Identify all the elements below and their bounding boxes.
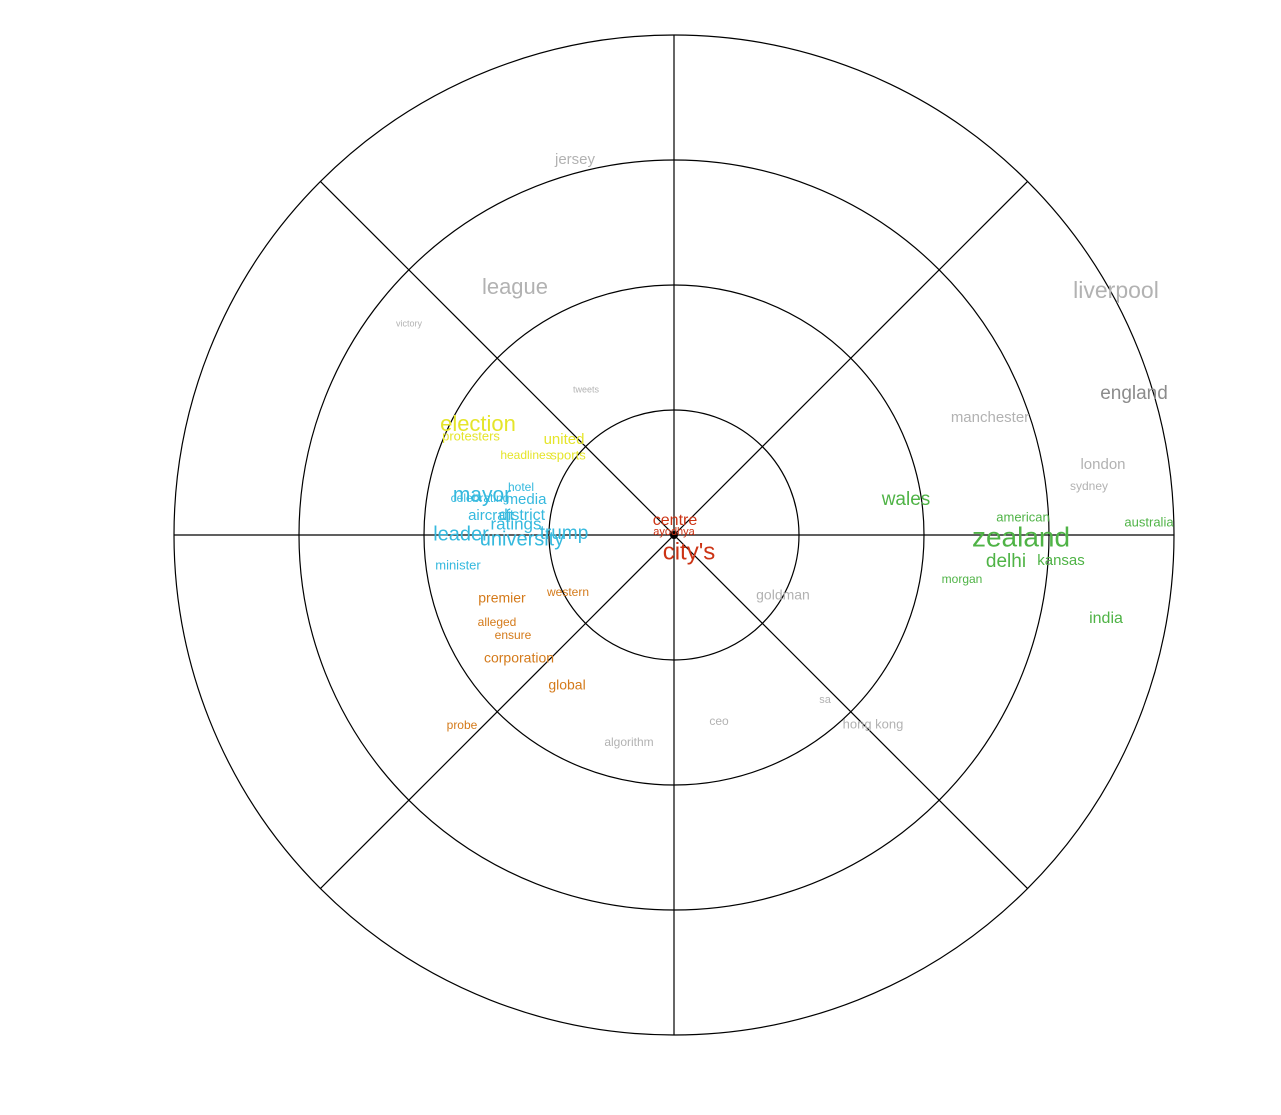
word-label: celebrating <box>451 491 510 505</box>
word-label: kansas <box>1037 552 1085 569</box>
word-label: trump <box>540 523 589 544</box>
word-label: ceo <box>709 714 729 728</box>
word-label: zealand <box>972 521 1070 552</box>
word-label: algorithm <box>604 735 653 749</box>
word-label: leader <box>433 523 489 545</box>
word-label: jersey <box>554 151 596 168</box>
word-label: sydney <box>1070 479 1108 493</box>
word-label: global <box>548 677 585 693</box>
word-label: manchester <box>951 409 1029 426</box>
word-label: protesters <box>442 428 500 443</box>
word-label: league <box>482 274 548 299</box>
word-label: sa <box>819 694 832 706</box>
center-point <box>670 531 678 539</box>
word-label: western <box>546 585 589 599</box>
word-label: probe <box>447 718 478 732</box>
word-label: ayodhya <box>653 526 695 538</box>
word-label: media <box>506 491 548 508</box>
word-label: corporation <box>484 650 554 666</box>
word-label: district <box>499 507 546 524</box>
word-label: goldman <box>756 587 810 603</box>
word-label: alleged <box>478 615 517 629</box>
word-label: centre <box>653 512 698 529</box>
word-label: liverpool <box>1073 277 1159 303</box>
word-label: london <box>1080 456 1125 473</box>
word-label: premier <box>478 590 526 606</box>
word-label: sports <box>550 447 586 462</box>
word-label: hong kong <box>843 716 904 731</box>
word-label: headlines <box>500 448 551 462</box>
word-label: university <box>480 528 564 550</box>
word-label: england <box>1100 383 1168 404</box>
word-label: ensure <box>495 628 532 642</box>
word-label: india <box>1089 610 1123 627</box>
word-label: ratings <box>490 514 541 533</box>
word-label: minister <box>435 557 481 572</box>
word-label: wales <box>881 489 931 510</box>
word-labels: jersey league victory tweets liverpool englan… <box>396 151 1174 749</box>
word-label: united <box>544 431 585 448</box>
word-label: delhi <box>986 551 1026 572</box>
word-label: mayor <box>453 484 511 507</box>
word-label: australia <box>1124 514 1174 529</box>
word-label: american <box>996 509 1049 524</box>
word-label: hotel <box>508 480 534 494</box>
word-label: city's <box>663 538 716 565</box>
word-label: morgan <box>942 572 983 586</box>
word-label: election <box>440 411 516 436</box>
word-label: aircraft <box>468 507 515 524</box>
word-label: tweets <box>573 384 600 394</box>
word-label: victory <box>396 318 423 328</box>
